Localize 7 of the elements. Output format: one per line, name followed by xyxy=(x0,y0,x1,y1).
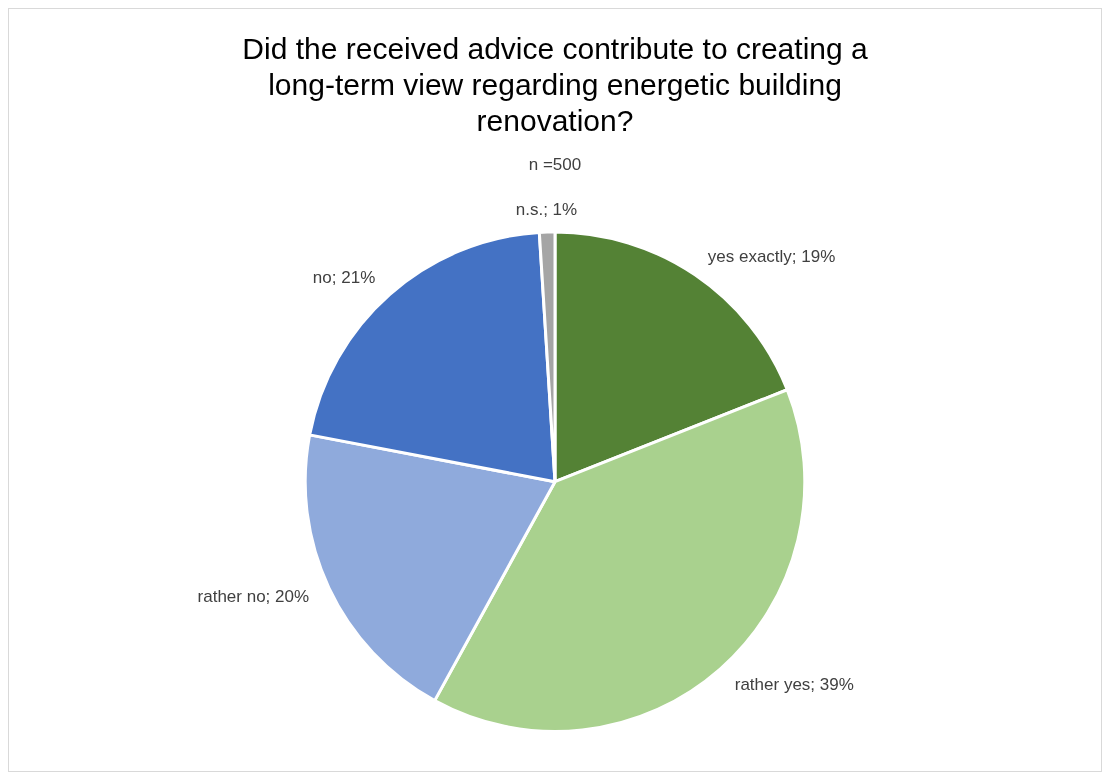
slice-label: rather yes; 39% xyxy=(734,675,854,695)
slice-label: n.s.; 1% xyxy=(515,199,578,219)
slice-label: yes exactly; 19% xyxy=(707,246,836,266)
chart-title: Did the received advice contribute to creating a long-term view regarding energetic building renovation? xyxy=(242,32,868,138)
slice-label: no; 21% xyxy=(312,267,376,287)
chart-subtitle: n =500 xyxy=(528,154,582,174)
slice-label: rather no; 20% xyxy=(197,587,310,607)
